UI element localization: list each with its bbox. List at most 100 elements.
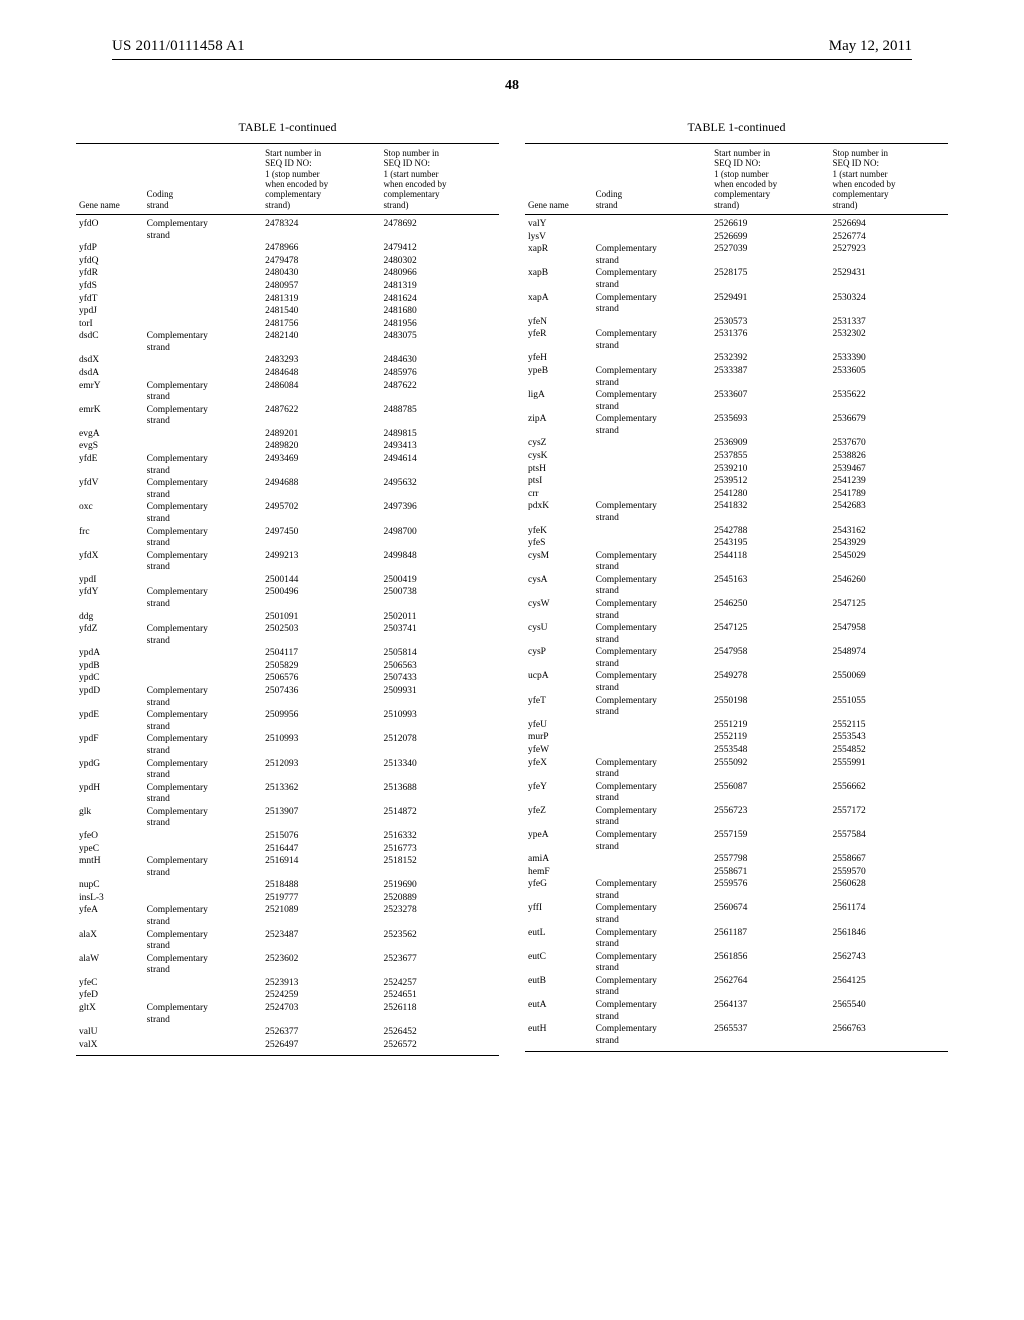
table-row: frcComplementarystrand24974502498700 (76, 526, 499, 550)
table-header: Gene nameCodingstrandStart number inSEQ … (525, 144, 948, 215)
cell-start: 2481319 (262, 293, 380, 306)
cell-gene: ucpA (525, 671, 593, 695)
cell-stop: 2502011 (381, 611, 499, 624)
cell-stop: 2524651 (381, 990, 499, 1003)
table-row: emrYComplementarystrand24860842487622 (76, 380, 499, 404)
cell-stop: 2523562 (381, 929, 499, 953)
cell-stop: 2541789 (830, 488, 948, 501)
cell-gene: ypdE (76, 710, 144, 734)
cell-strand: Complementarystrand (593, 879, 711, 903)
cell-gene: frc (76, 526, 144, 550)
cell-gene: dsdX (76, 355, 144, 368)
cell-gene: yfdP (76, 243, 144, 256)
table-row: yfeYComplementarystrand25560872556662 (525, 781, 948, 805)
cell-start: 2502503 (262, 624, 380, 648)
col-stop-number: Stop number inSEQ ID NO:1 (start numberw… (381, 144, 499, 215)
cell-strand (144, 1039, 262, 1056)
cell-strand: Complementarystrand (593, 829, 711, 853)
table-row: yfdVComplementarystrand24946882495632 (76, 478, 499, 502)
cell-stop: 2561846 (830, 927, 948, 951)
table-row: xapAComplementarystrand25294912530324 (525, 292, 948, 316)
cell-stop: 2564125 (830, 975, 948, 999)
cell-strand: Complementarystrand (144, 587, 262, 611)
cell-stop: 2538826 (830, 451, 948, 464)
cell-start: 2478324 (262, 215, 380, 243)
cell-start: 2523602 (262, 953, 380, 977)
cell-stop: 2520889 (381, 892, 499, 905)
cell-gene: eutC (525, 951, 593, 975)
cell-gene: yfeZ (525, 805, 593, 829)
cell-strand: Complementarystrand (144, 331, 262, 355)
cell-gene: yffI (525, 903, 593, 927)
table-row: yfdXComplementarystrand24992132499848 (76, 550, 499, 574)
cell-start: 2528175 (711, 268, 829, 292)
cell-start: 2557159 (711, 829, 829, 853)
cell-start: 2547958 (711, 647, 829, 671)
cell-start: 2480430 (262, 268, 380, 281)
cell-start: 2513907 (262, 806, 380, 830)
cell-start: 2489201 (262, 428, 380, 441)
cell-gene: ypdH (76, 782, 144, 806)
cell-stop: 2481624 (381, 293, 499, 306)
cell-gene: yfeH (525, 353, 593, 366)
cell-strand (144, 243, 262, 256)
cell-strand (593, 732, 711, 745)
table-row: hemF25586712559570 (525, 866, 948, 879)
cell-start: 2549278 (711, 671, 829, 695)
cell-strand (144, 280, 262, 293)
cell-gene: insL-3 (76, 892, 144, 905)
cell-stop: 2498700 (381, 526, 499, 550)
cell-strand: Complementarystrand (144, 856, 262, 880)
cell-start: 2484648 (262, 368, 380, 381)
table-row: glkComplementarystrand25139072514872 (76, 806, 499, 830)
cell-strand (593, 854, 711, 867)
table-row: yfeRComplementarystrand25313762532302 (525, 329, 948, 353)
cell-start: 2551219 (711, 719, 829, 732)
cell-stop: 2493413 (381, 441, 499, 454)
cell-gene: yfeX (525, 757, 593, 781)
cell-start: 2526497 (262, 1039, 380, 1056)
cell-stop: 2546260 (830, 574, 948, 598)
cell-strand (144, 990, 262, 1003)
cell-start: 2483293 (262, 355, 380, 368)
cell-gene: lysV (525, 231, 593, 244)
cell-stop: 2537670 (830, 438, 948, 451)
cell-stop: 2518152 (381, 856, 499, 880)
cell-gene: yfeN (525, 316, 593, 329)
cell-stop: 2559570 (830, 866, 948, 879)
cell-strand (144, 293, 262, 306)
cell-stop: 2557172 (830, 805, 948, 829)
cell-gene: gltX (76, 1003, 144, 1027)
cell-stop: 2480966 (381, 268, 499, 281)
cell-start: 2479478 (262, 255, 380, 268)
cell-gene: ypdD (76, 686, 144, 710)
cell-start: 2544118 (711, 550, 829, 574)
cell-strand: Complementarystrand (593, 927, 711, 951)
table-row: ddg25010912502011 (76, 611, 499, 624)
col-start-number: Start number inSEQ ID NO:1 (stop numberw… (711, 144, 829, 215)
cell-strand (144, 673, 262, 686)
cell-start: 2523913 (262, 977, 380, 990)
cell-stop: 2507433 (381, 673, 499, 686)
cell-start: 2561856 (711, 951, 829, 975)
cell-gene: ypdA (76, 648, 144, 661)
cell-strand (144, 255, 262, 268)
table-row: ypdI25001442500419 (76, 574, 499, 587)
table-row: ucpAComplementarystrand25492782550069 (525, 671, 948, 695)
table-row: yfeO25150762516332 (76, 830, 499, 843)
cell-stop: 2558667 (830, 854, 948, 867)
table-row: evgS24898202493413 (76, 441, 499, 454)
cell-strand (144, 1027, 262, 1040)
cell-gene: pdxK (525, 501, 593, 525)
cell-gene: ypeC (76, 843, 144, 856)
cell-gene: yfdV (76, 478, 144, 502)
table-row: dsdX24832932484630 (76, 355, 499, 368)
col-stop-number: Stop number inSEQ ID NO:1 (start numberw… (830, 144, 948, 215)
table-row: valX25264972526572 (76, 1039, 499, 1056)
cell-strand (593, 451, 711, 464)
cell-stop: 2500419 (381, 574, 499, 587)
cell-strand: Complementarystrand (593, 647, 711, 671)
cell-stop: 2562743 (830, 951, 948, 975)
cell-start: 2530573 (711, 316, 829, 329)
table-body-left: yfdOComplementarystrand24783242478692yfd… (76, 215, 499, 1056)
